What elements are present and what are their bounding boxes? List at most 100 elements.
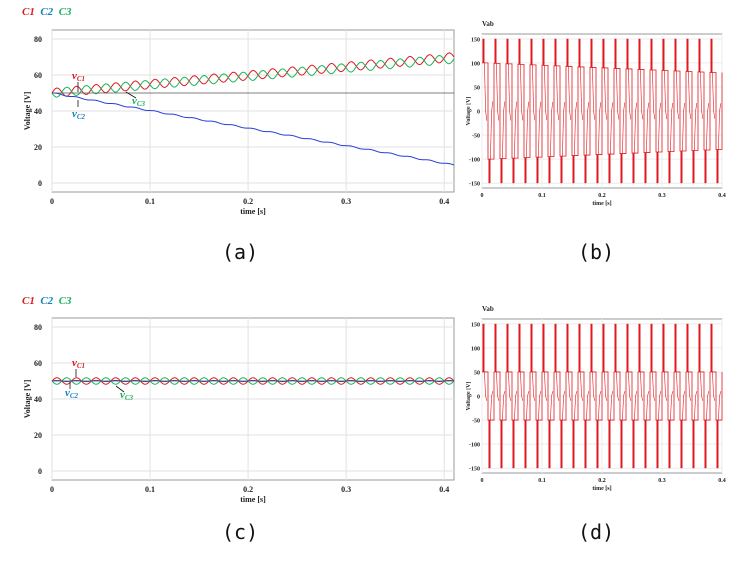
waveform-transition	[610, 110, 612, 155]
y-tick-label: 40	[34, 395, 42, 404]
waveform-transition	[652, 371, 654, 397]
waveform-transition	[695, 391, 698, 397]
waveform-transition	[689, 395, 692, 401]
pwm-pulse-high	[650, 38, 653, 70]
waveform-transition	[497, 110, 500, 121]
x-tick-label: 0.1	[538, 193, 546, 199]
waveform-transition	[688, 371, 690, 397]
waveform-transition	[593, 395, 596, 401]
waveform-transition	[646, 395, 648, 421]
pwm-pulse-high	[506, 323, 509, 372]
pwm-pulse-low	[524, 157, 527, 184]
pwm-pulse-low	[632, 153, 635, 184]
waveform-transition	[539, 391, 542, 397]
pwm-pulse-low	[656, 152, 659, 184]
caption-d: (d)	[578, 520, 615, 544]
waveform-transition	[545, 395, 548, 401]
waveform-transition	[712, 72, 714, 112]
pwm-pulse-high	[494, 38, 497, 64]
pwm-pulse-low	[668, 420, 671, 469]
waveform-transition	[563, 101, 566, 112]
pwm-pulse-low	[692, 150, 695, 184]
waveform-transition	[490, 395, 492, 421]
waveform-transition	[689, 110, 692, 119]
pwm-pulse-high	[710, 323, 713, 372]
output-voltage-waveform	[650, 69, 663, 153]
waveform-transition	[640, 69, 642, 112]
pwm-pulse-low	[596, 154, 599, 184]
waveform-transition	[490, 110, 492, 160]
pwm-pulse-low	[608, 154, 611, 184]
waveform-transition	[707, 103, 710, 112]
waveform-transition	[712, 371, 714, 397]
output-voltage-waveform	[554, 371, 567, 421]
y-tick-label: 100	[471, 61, 480, 67]
output-voltage-waveform	[518, 63, 531, 159]
waveform-transition	[574, 395, 576, 421]
output-voltage-waveform	[686, 371, 699, 421]
caption-c: (c)	[222, 520, 259, 544]
pwm-pulse-low	[512, 158, 515, 184]
waveform-transition	[599, 102, 602, 112]
pwm-pulse-high	[566, 323, 569, 372]
output-voltage-waveform	[530, 371, 543, 421]
waveform-transition	[617, 110, 620, 120]
output-voltage-waveform	[710, 371, 723, 421]
waveform-transition	[508, 63, 510, 112]
pwm-pulse-high	[566, 38, 569, 67]
waveform-transition	[551, 391, 554, 397]
y-tick-label: 50	[474, 85, 480, 91]
legend-c1-label: C1	[22, 295, 35, 307]
legend-c3-label: C3	[58, 295, 72, 307]
output-voltage-waveform	[626, 371, 639, 421]
pwm-pulse-high	[530, 323, 533, 372]
waveform-transition	[502, 110, 504, 159]
output-voltage-waveform	[494, 62, 507, 160]
pwm-pulse-low	[500, 158, 503, 184]
waveform-transition	[532, 371, 534, 397]
waveform-transition	[557, 110, 560, 121]
waveform-transition	[509, 110, 512, 121]
annotation-vc1: vC1	[72, 70, 85, 83]
pwm-pulse-low	[548, 420, 551, 469]
annotation-vc3: vC3	[132, 95, 146, 108]
waveform-transition	[574, 110, 576, 156]
y-tick-label: -150	[469, 182, 480, 188]
pwm-pulse-high	[530, 38, 533, 65]
pwm-pulse-high	[614, 323, 617, 372]
y-axis-label: Voltage [V]	[23, 379, 32, 418]
pwm-pulse-high	[518, 38, 521, 65]
waveform-transition	[665, 110, 668, 120]
waveform-transition	[670, 110, 672, 152]
output-voltage-waveform	[542, 371, 555, 421]
waveform-transition	[676, 371, 678, 397]
y-tick-label: 0	[477, 395, 480, 401]
output-voltage-waveform	[578, 66, 591, 156]
pwm-pulse-low	[716, 420, 719, 469]
waveform-transition	[682, 110, 684, 152]
series-c2-line	[52, 92, 455, 166]
waveform-transition	[713, 395, 716, 401]
waveform-transition	[676, 70, 678, 112]
pwm-pulse-low	[692, 420, 695, 469]
waveform-transition	[575, 102, 578, 112]
waveform-transition	[707, 391, 710, 397]
pwm-pulse-high	[554, 323, 557, 372]
waveform-transition	[700, 371, 702, 397]
y-tick-label: 20	[34, 431, 42, 440]
output-voltage-waveform	[674, 371, 687, 421]
pwm-pulse-low	[596, 420, 599, 469]
waveform-transition	[587, 102, 590, 112]
waveform-transition	[562, 110, 564, 157]
x-tick-label: 0.1	[145, 197, 155, 206]
pwm-pulse-high	[686, 38, 689, 72]
y-tick-label: 80	[34, 35, 42, 44]
waveform-transition	[556, 65, 558, 112]
pwm-pulse-high	[482, 38, 485, 63]
waveform-transition	[497, 395, 500, 401]
pwm-pulse-high	[626, 323, 629, 372]
pwm-pulse-low	[572, 155, 575, 184]
waveform-transition	[580, 371, 582, 397]
waveform-transition	[682, 395, 684, 421]
waveform-transition	[520, 64, 522, 112]
